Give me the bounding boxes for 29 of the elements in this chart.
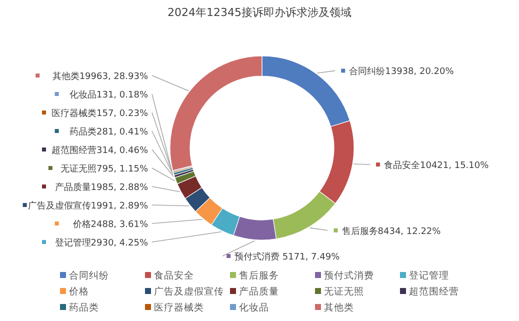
legend-label: 价格 [68,286,89,298]
data-label: 价格2488, 3.61% [72,219,148,230]
legend-label: 超范围经营 [409,286,459,298]
data-label: 其他类19963, 28.93% [52,71,148,82]
legend-label: 化妆品 [239,302,269,314]
legend-label: 广告及虚假宣传 [154,286,224,298]
data-label: 化妆品131, 0.18% [70,90,148,100]
legend-label: 售后服务 [239,270,279,282]
legend-label: 药品类 [69,302,99,314]
legend-label: 食品安全 [154,270,194,282]
legend-label: 医疗器械类 [154,302,204,314]
legend-label: 无证无照 [324,286,364,298]
data-label: 食品安全10421, 15.10% [384,160,490,172]
data-label: 药品类281, 0.41% [70,126,148,138]
legend-label: 其他类 [324,302,354,314]
legend-label: 预付式消费 [324,270,374,282]
data-label: 无证无照795, 1.15% [60,164,148,174]
data-label: 广告及虚假宣传1991, 2.89% [28,200,148,212]
legend-label: 合同纠纷 [69,270,109,282]
legend-label: 登记管理 [409,270,449,282]
data-label: 超范围经营314, 0.46% [52,145,148,156]
chart-title: 2024年12345接诉即办诉求涉及领域 [168,6,352,19]
data-label: 医疗器械类157, 0.23% [52,108,148,119]
data-label: 产品质量1985, 2.88% [54,182,148,193]
data-label: 登记管理2930, 4.25% [54,238,148,248]
data-label: 预付式消费 5171, 7.49% [234,252,340,262]
data-label: 合同纠纷13938, 20.20% [349,66,454,78]
data-label: 售后服务8434, 12.22% [342,226,442,237]
legend-label: 产品质量 [239,286,279,298]
